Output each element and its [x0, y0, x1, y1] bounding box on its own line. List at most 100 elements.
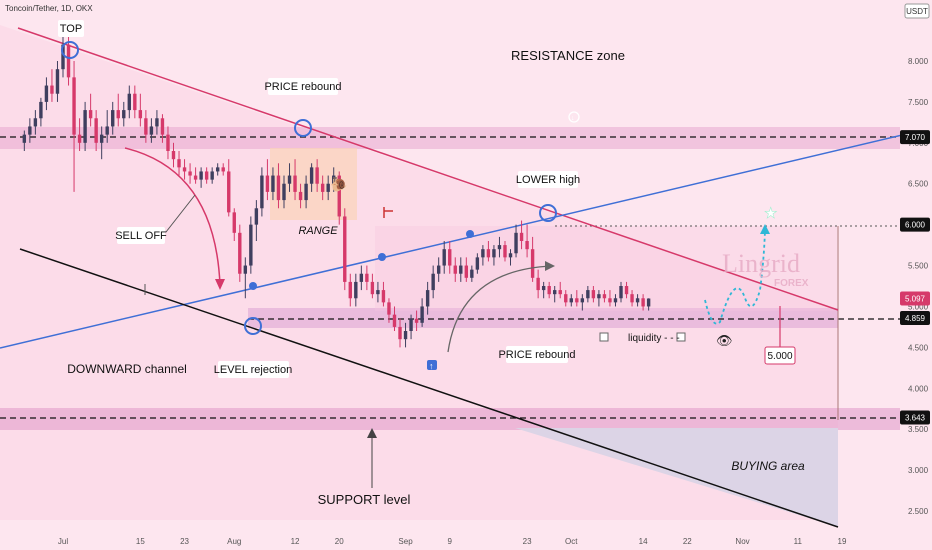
candle-body: [144, 118, 148, 135]
snail-icon: 🐌: [330, 176, 347, 193]
x-tick-label: 23: [180, 537, 189, 546]
price-axis[interactable]: [900, 0, 932, 550]
label-lower-high: LOWER high: [516, 174, 580, 186]
candle-body: [33, 118, 38, 127]
candle-body: [431, 273, 435, 291]
candle-body: [160, 118, 165, 135]
candle-body: [66, 44, 71, 78]
candle-body: [525, 241, 529, 250]
checkbox-icon: [676, 332, 686, 342]
candle-body: [387, 302, 391, 315]
chart-title: Toncoin/Tether, 1D, OKX: [5, 4, 93, 13]
candle-body: [459, 265, 463, 274]
label-level-rejection: LEVEL rejection: [214, 364, 292, 376]
candle-body: [227, 171, 231, 213]
y-tick-label: 3.500: [908, 425, 929, 434]
y-tick-label: 2.500: [908, 507, 929, 516]
trendline-touch-dot: [249, 282, 257, 290]
candle-body: [553, 290, 557, 295]
currency-label: USDT: [906, 7, 928, 16]
label-box: [58, 20, 84, 37]
candle-body: [232, 212, 236, 233]
label-target: 5.000: [767, 351, 792, 362]
y-tick-label: 3.000: [908, 466, 929, 475]
candle-body: [99, 134, 104, 143]
candle-body: [365, 273, 369, 282]
x-tick-label: 11: [794, 537, 803, 546]
candle-body: [105, 126, 109, 135]
checkbox-icon: [599, 332, 609, 342]
support-pointer-head: [367, 428, 377, 438]
candle-body: [635, 298, 640, 303]
price-tag-label: 4.859: [905, 314, 926, 323]
x-tick-label: Sep: [398, 537, 413, 546]
label-support-level: SUPPORT level: [318, 492, 411, 507]
candle-body: [558, 290, 562, 295]
candle-body: [72, 77, 76, 135]
candle-body: [282, 183, 286, 201]
candle-body: [575, 298, 579, 303]
candle-body: [265, 175, 270, 192]
price-tag-label: 5.097: [905, 295, 926, 304]
candle-body: [293, 175, 297, 192]
candle-body: [155, 118, 159, 127]
up-arrow-icon: [427, 360, 437, 370]
label-top: TOP: [60, 23, 82, 35]
candle-body: [260, 175, 264, 209]
candle-body: [492, 249, 496, 258]
ascending-trend-line: [0, 127, 932, 349]
candle-body: [464, 265, 469, 278]
candle-body: [238, 232, 242, 274]
candle-body: [193, 175, 198, 180]
candle-body: [83, 110, 87, 143]
candle-body: [519, 232, 524, 241]
candle-body: [370, 281, 375, 295]
candle-body: [646, 298, 651, 307]
candle-body: [630, 294, 634, 303]
down-arrow-glyph: ↓: [571, 115, 575, 122]
x-tick-label: 23: [523, 537, 532, 546]
currency-box[interactable]: [904, 3, 930, 19]
x-tick-label: 9: [448, 537, 453, 546]
price-tag: [900, 410, 930, 425]
candle-body: [309, 167, 314, 184]
top-pivot-circle: [61, 41, 79, 59]
candle-body: [425, 290, 430, 307]
candle-body: [133, 93, 137, 111]
candle-body: [171, 151, 176, 160]
candle-body: [188, 171, 192, 176]
x-tick-label: Jul: [58, 537, 68, 546]
label-buying-area: BUYING area: [731, 459, 805, 473]
price-tag: [900, 217, 930, 232]
candle-body: [398, 326, 402, 340]
label-resistance-zone: RESISTANCE zone: [511, 48, 625, 63]
price-tag-label: 7.070: [905, 133, 926, 142]
candle-body: [127, 93, 131, 111]
candle-body: [580, 298, 585, 303]
candle-body: [564, 294, 568, 303]
label-downward-channel: DOWNWARD channel: [67, 362, 187, 376]
candle-body: [403, 331, 408, 340]
x-tick-label: 20: [335, 537, 344, 546]
rebound-arrowhead: [545, 261, 555, 271]
price-tag: [900, 130, 930, 145]
candle-body: [613, 298, 618, 303]
candle-body: [243, 265, 248, 274]
candle-body: [641, 298, 645, 307]
candle-body: [77, 134, 82, 143]
y-tick-label: 8.000: [908, 57, 929, 66]
candle-body: [315, 167, 319, 184]
x-tick-label: 19: [838, 537, 847, 546]
candle-body: [204, 171, 209, 180]
resistance-band: [0, 127, 900, 149]
candle-body: [138, 110, 143, 119]
candle-body: [149, 126, 154, 135]
up-arrow-glyph: ↑: [429, 361, 434, 371]
x-tick-label: Aug: [227, 537, 241, 546]
candle-body: [409, 318, 413, 331]
x-tick-label: 22: [683, 537, 692, 546]
price-tags: 7.070 6.000 5.097 4.859 3.643: [900, 130, 930, 425]
price-tag: [900, 291, 930, 306]
